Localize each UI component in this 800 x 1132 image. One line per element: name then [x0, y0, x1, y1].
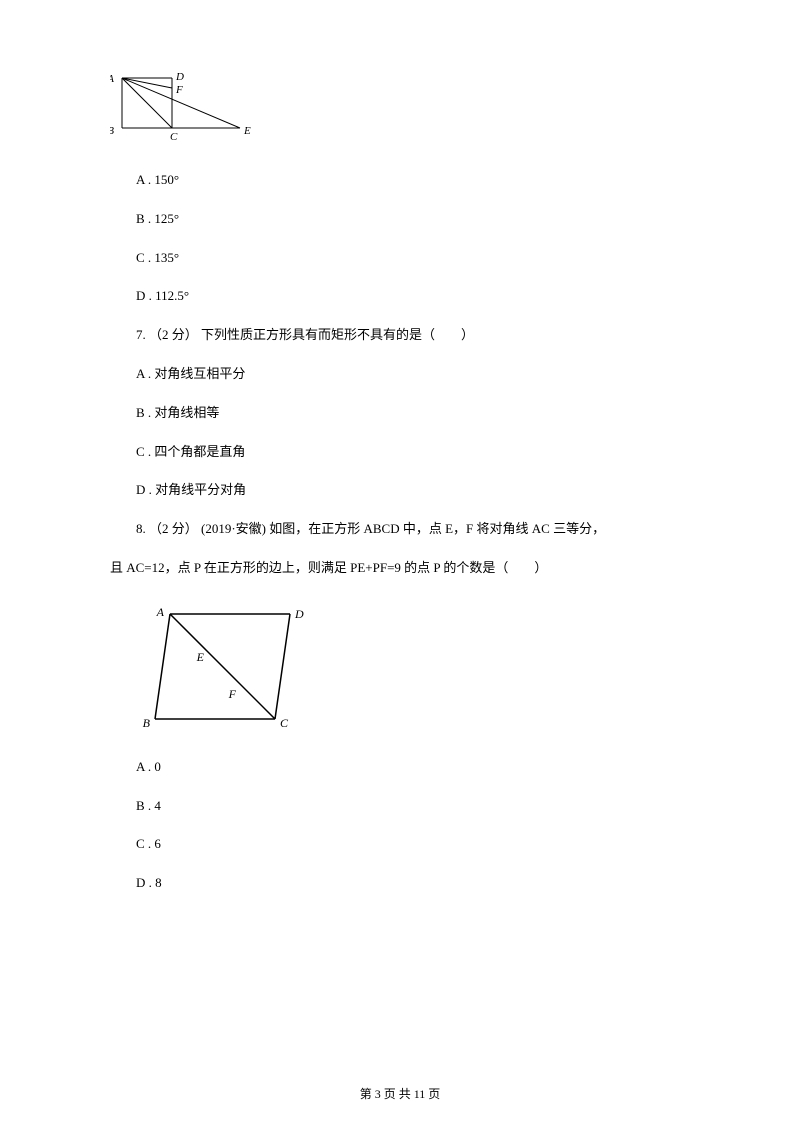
svg-text:F: F: [175, 84, 183, 96]
q7-text: 7. （2 分） 下列性质正方形具有而矩形不具有的是（ ）: [110, 325, 700, 346]
q6-option-d: D . 112.5°: [110, 286, 700, 307]
page-footer: 第 3 页 共 11 页: [0, 1085, 800, 1102]
q7-option-a: A . 对角线互相平分: [110, 364, 700, 385]
q8-option-a: A . 0: [110, 757, 700, 778]
svg-text:C: C: [170, 131, 178, 143]
svg-text:A: A: [156, 605, 165, 619]
q8-option-b: B . 4: [110, 796, 700, 817]
svg-text:C: C: [280, 716, 289, 730]
q8-option-c: C . 6: [110, 834, 700, 855]
page-content: ADFBCE A . 150° B . 125° C . 135° D . 11…: [0, 0, 800, 952]
svg-text:E: E: [196, 650, 205, 664]
q6-option-a: A . 150°: [110, 170, 700, 191]
q8-text-line1: 8. （2 分） (2019·安徽) 如图，在正方形 ABCD 中，点 E，F …: [110, 519, 700, 540]
svg-text:E: E: [243, 125, 251, 137]
figure-q6: A DF B C E: [110, 70, 700, 150]
svg-text:A: A: [110, 73, 114, 85]
q7-option-b: B . 对角线相等: [110, 403, 700, 424]
svg-text:F: F: [228, 687, 237, 701]
svg-text:D: D: [175, 71, 184, 83]
svg-text:B: B: [110, 125, 114, 137]
figure-q8: A D B C E F: [140, 599, 700, 739]
q8-option-d: D . 8: [110, 873, 700, 894]
q7-option-c: C . 四个角都是直角: [110, 442, 700, 463]
svg-text:B: B: [143, 716, 151, 730]
q8-text-line2: 且 AC=12，点 P 在正方形的边上，则满足 PE+PF=9 的点 P 的个数…: [110, 558, 700, 579]
q6-option-c: C . 135°: [110, 248, 700, 269]
q7-option-d: D . 对角线平分对角: [110, 480, 700, 501]
svg-text:D: D: [294, 607, 304, 621]
q6-option-b: B . 125°: [110, 209, 700, 230]
